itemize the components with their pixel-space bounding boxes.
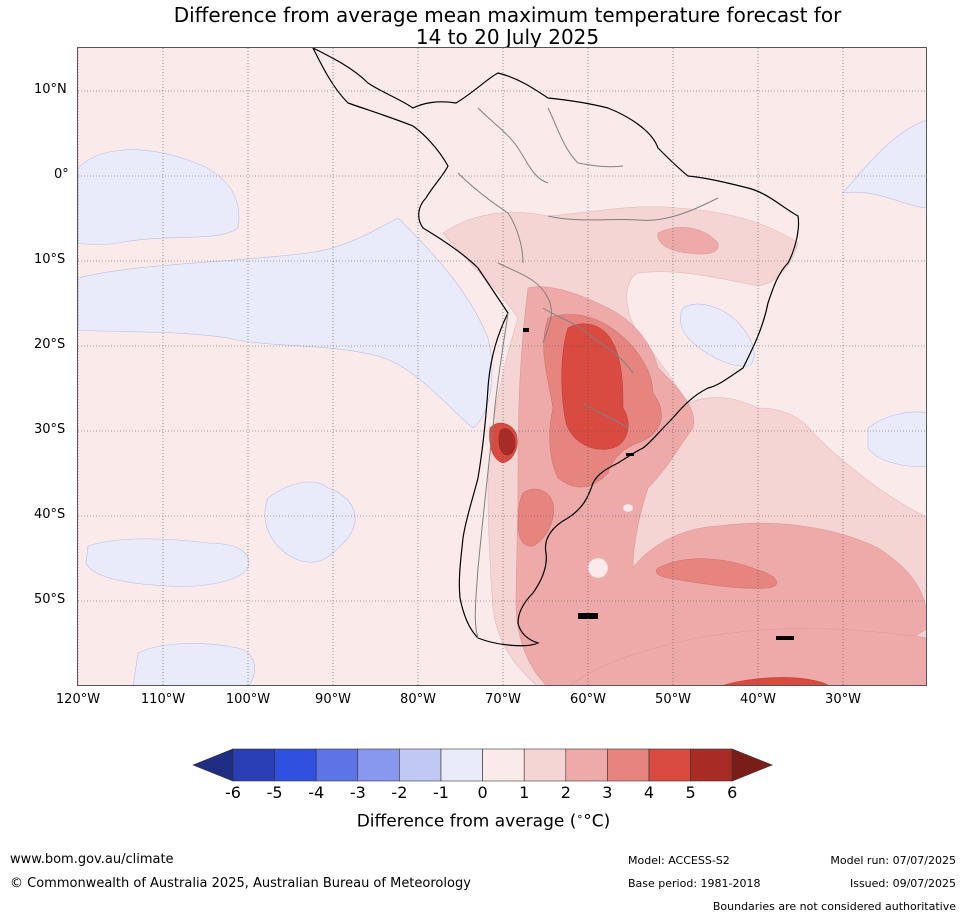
colorbar-tick-label: -2 bbox=[391, 783, 408, 802]
colorbar-tick-label: -5 bbox=[266, 783, 283, 802]
colorbar-arrow-high bbox=[731, 748, 774, 782]
colorbar-cell bbox=[357, 748, 400, 782]
warm-region-3-4-atlantic bbox=[655, 558, 778, 589]
colorbar-cells bbox=[192, 748, 774, 782]
cool-anomaly-regions bbox=[78, 120, 926, 685]
cool-region-east-pacific bbox=[78, 149, 240, 245]
colorbar-tick-label: 0 bbox=[477, 783, 488, 802]
lat-label-40s: 40°S bbox=[34, 507, 66, 522]
lat-label-30s: 30°S bbox=[34, 422, 66, 437]
colorbar-cell bbox=[690, 748, 733, 782]
colorbar-label-unit: °C bbox=[583, 811, 604, 832]
cool-region-south-pacific-b bbox=[85, 538, 250, 587]
footer-model: Model: ACCESS-S2 bbox=[628, 854, 730, 867]
warm-region-2-3-south bbox=[570, 628, 926, 685]
colorbar-cell bbox=[565, 748, 608, 782]
colorbar-cell bbox=[399, 748, 442, 782]
boundary-paraguay bbox=[542, 307, 634, 374]
map-title: Difference from average mean maximum tem… bbox=[0, 4, 965, 48]
colorbar-tick-label: -3 bbox=[349, 783, 366, 802]
title-line-1: Difference from average mean maximum tem… bbox=[173, 3, 842, 27]
warm-region-4-5-south bbox=[723, 677, 829, 685]
warm-region-3-4-patagonia bbox=[517, 488, 554, 547]
lon-label-60w: 60°W bbox=[570, 692, 606, 707]
cool-spot-atlantic bbox=[622, 503, 634, 513]
cool-region-south-pacific-a bbox=[264, 481, 356, 563]
footer-base-period: Base period: 1981-2018 bbox=[628, 877, 761, 890]
title-line-2: 14 to 20 July 2025 bbox=[415, 25, 600, 49]
colorbar-tick-label: 2 bbox=[560, 783, 571, 802]
colorbar-cell bbox=[648, 748, 691, 782]
lake-titicaca bbox=[523, 328, 529, 332]
map-panel bbox=[77, 47, 927, 686]
boundary-peru-brazil bbox=[457, 172, 524, 264]
graticule bbox=[78, 48, 926, 685]
lat-label-10n: 10°N bbox=[34, 82, 67, 97]
footer-website: www.bom.gov.au/climate bbox=[10, 852, 174, 867]
colorbar-tick-label: 1 bbox=[519, 783, 530, 802]
boundary-chile-argentina bbox=[474, 312, 509, 639]
lat-label-0: 0° bbox=[54, 167, 69, 182]
cool-region-south-pacific-c bbox=[132, 643, 255, 685]
colorbar-arrow-low bbox=[192, 748, 234, 782]
lon-label-120w: 120°W bbox=[55, 692, 101, 707]
footer-disclaimer: Boundaries are not considered authoritat… bbox=[712, 900, 956, 913]
lon-label-110w: 110°W bbox=[140, 692, 186, 707]
warm-region-4-5 bbox=[561, 323, 629, 450]
south-georgia bbox=[776, 636, 794, 640]
colorbar-cell bbox=[607, 748, 650, 782]
lon-label-70w: 70°W bbox=[485, 692, 521, 707]
lon-label-100w: 100°W bbox=[225, 692, 271, 707]
lat-label-50s: 50°S bbox=[34, 592, 66, 607]
boundary-brazil-interior bbox=[547, 197, 719, 221]
lagoa-dos-patos bbox=[626, 453, 634, 456]
boundary-guianas bbox=[547, 107, 624, 168]
lon-label-90w: 90°W bbox=[315, 692, 351, 707]
colorbar-cell bbox=[274, 748, 317, 782]
colorbar-cell bbox=[232, 748, 275, 782]
cool-region-atlantic-mid bbox=[867, 411, 926, 467]
cool-region-brazil-east bbox=[679, 303, 755, 367]
cool-region-pacific-band bbox=[78, 217, 493, 429]
colorbar-tick-label: 3 bbox=[602, 783, 613, 802]
colorbar-cell bbox=[315, 748, 359, 782]
colorbar-cell bbox=[523, 748, 567, 782]
colorbar-tick-label: 5 bbox=[685, 783, 696, 802]
coastline-south-america bbox=[312, 48, 800, 647]
boundary-uruguay bbox=[582, 402, 629, 429]
cool-region-atlantic-north bbox=[842, 120, 926, 209]
footer-model-run: Model run: 07/07/2025 bbox=[830, 854, 956, 867]
colorbar-label-suffix: ) bbox=[603, 811, 611, 832]
lat-label-20s: 20°S bbox=[34, 337, 66, 352]
colorbar-label-prefix: Difference from average ( bbox=[356, 811, 577, 832]
lat-label-10s: 10°S bbox=[34, 252, 66, 267]
temperature-anomaly-map bbox=[78, 48, 926, 685]
colorbar-cell bbox=[482, 748, 525, 782]
country-boundaries bbox=[457, 107, 719, 639]
colorbar-tick-label: 6 bbox=[727, 783, 738, 802]
cool-spot-argentina bbox=[587, 557, 609, 579]
colorbar bbox=[192, 748, 774, 782]
lon-label-30w: 30°W bbox=[825, 692, 861, 707]
colorbar-tick-label: 4 bbox=[643, 783, 655, 802]
footer-issued: Issued: 09/07/2025 bbox=[849, 877, 956, 890]
footer-copyright: © Commonwealth of Australia 2025, Austra… bbox=[10, 876, 471, 891]
colorbar-tick-label: -4 bbox=[308, 783, 325, 802]
lon-label-40w: 40°W bbox=[740, 692, 776, 707]
colorbar-label: Difference from average (∘°C) bbox=[356, 810, 611, 832]
boundary-bolivia bbox=[497, 262, 552, 344]
colorbar-tick-label: -1 bbox=[433, 783, 449, 802]
lon-label-50w: 50°W bbox=[655, 692, 691, 707]
lon-label-80w: 80°W bbox=[400, 692, 436, 707]
colorbar-tick-label: -6 bbox=[225, 783, 241, 802]
colorbar-cell bbox=[440, 748, 483, 782]
